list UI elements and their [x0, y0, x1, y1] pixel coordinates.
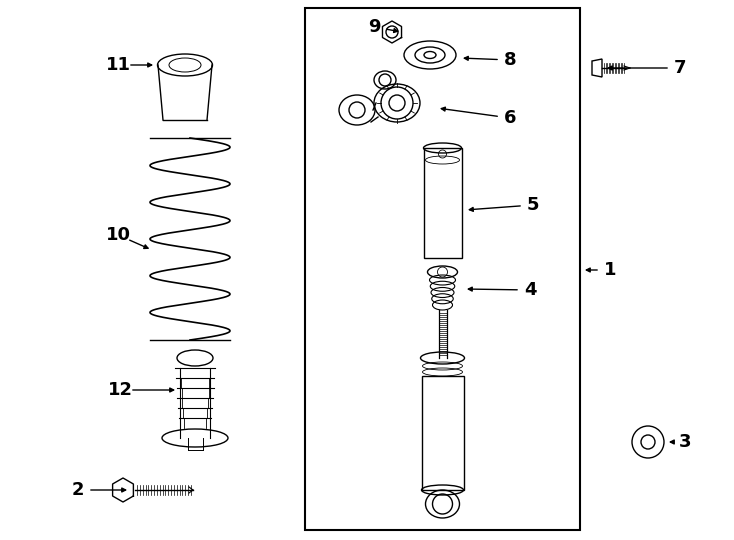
Text: 11: 11: [106, 56, 131, 74]
Text: 6: 6: [504, 109, 516, 127]
Text: 8: 8: [504, 51, 516, 69]
Text: 3: 3: [679, 433, 691, 451]
Text: 12: 12: [107, 381, 133, 399]
Text: 5: 5: [527, 196, 539, 214]
Text: 2: 2: [72, 481, 84, 499]
Text: 4: 4: [524, 281, 537, 299]
Text: 9: 9: [368, 18, 380, 36]
Text: 1: 1: [604, 261, 617, 279]
Text: 7: 7: [674, 59, 686, 77]
Text: 10: 10: [106, 226, 131, 244]
